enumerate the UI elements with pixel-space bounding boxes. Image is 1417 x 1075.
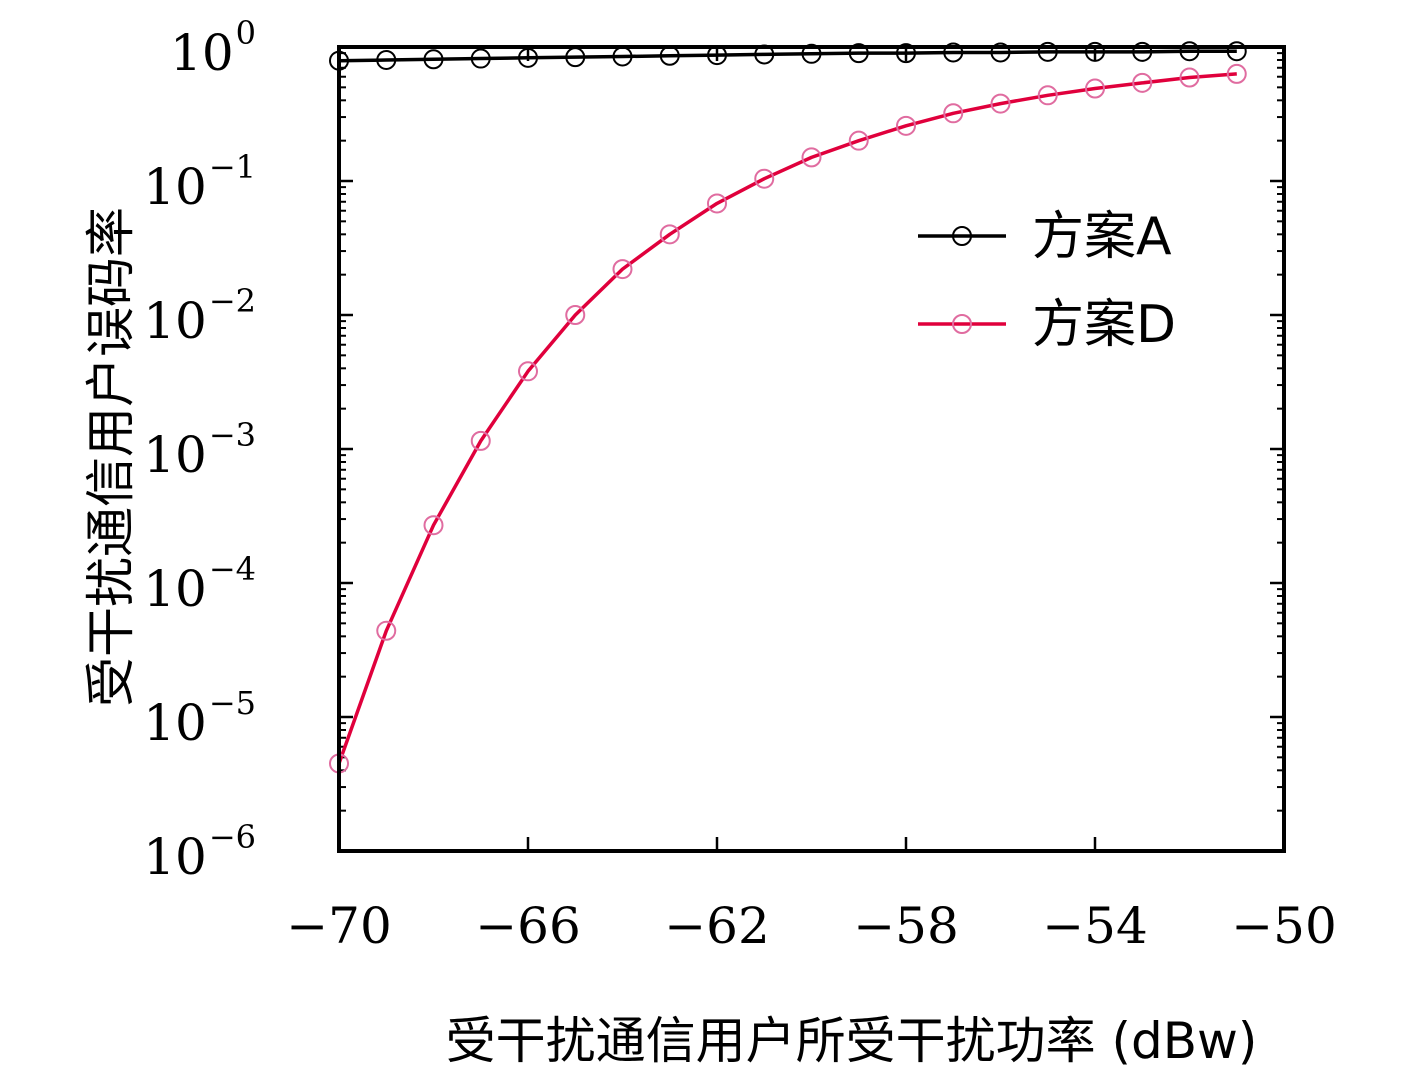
y-axis-label: 受干扰通信用户误码率 bbox=[82, 207, 140, 707]
x-tick-label: −70 bbox=[286, 897, 392, 955]
data-point bbox=[1226, 41, 1247, 62]
y-tick-label: 10−2 bbox=[143, 282, 256, 350]
data-point bbox=[376, 49, 397, 70]
data-point bbox=[612, 259, 633, 280]
y-tick-label: 100 bbox=[170, 14, 256, 82]
data-point bbox=[1085, 41, 1105, 62]
data-point bbox=[1037, 85, 1058, 106]
x-tick-label: −58 bbox=[853, 897, 959, 955]
series-line bbox=[338, 49, 1237, 63]
data-point bbox=[1179, 67, 1200, 88]
data-point bbox=[990, 42, 1011, 63]
plot-frame bbox=[337, 45, 1286, 853]
legend-item: 方案D bbox=[918, 295, 1176, 355]
y-tick-label: 10−5 bbox=[143, 684, 256, 752]
data-point bbox=[659, 224, 680, 245]
data-point bbox=[1037, 41, 1058, 62]
data-point bbox=[896, 115, 916, 136]
x-tick-label: −54 bbox=[1042, 897, 1148, 955]
legend-swatch-marker bbox=[952, 226, 972, 246]
data-point bbox=[423, 515, 444, 536]
data-point bbox=[943, 42, 964, 63]
data-point bbox=[376, 620, 397, 641]
y-tick-label: 10−3 bbox=[143, 416, 256, 484]
data-point bbox=[801, 43, 822, 64]
data-point bbox=[848, 130, 869, 151]
data-point bbox=[565, 305, 586, 325]
x-tick-label: −66 bbox=[475, 897, 581, 955]
y-tick-labels: 100 10−1 10−2 10−3 10−4 10−5 10−6 bbox=[143, 14, 256, 886]
data-point bbox=[801, 147, 822, 168]
legend-item: 方案A bbox=[918, 207, 1172, 267]
x-tick-labels: −70 −66 −62 −58 −54 −50 bbox=[286, 897, 1337, 955]
data-point bbox=[1085, 78, 1105, 99]
data-point bbox=[754, 168, 775, 189]
legend: 方案A 方案D bbox=[918, 207, 1176, 355]
legend-swatch-marker bbox=[952, 314, 972, 334]
data-point bbox=[707, 193, 727, 214]
x-tick-label: −50 bbox=[1231, 897, 1337, 955]
data-point bbox=[990, 93, 1011, 114]
y-tick-label: 10−6 bbox=[143, 818, 256, 886]
legend-label: 方案A bbox=[1032, 207, 1172, 267]
series-2 bbox=[329, 63, 1247, 774]
data-point bbox=[896, 43, 916, 64]
data-point bbox=[1132, 41, 1153, 62]
y-tick-label: 10−4 bbox=[143, 550, 256, 618]
series-line bbox=[337, 72, 1237, 765]
y-tick-label: 10−1 bbox=[143, 148, 256, 216]
x-tick-label: −62 bbox=[664, 897, 770, 955]
x-axis-label: 受干扰通信用户所受干扰功率 (dBw) bbox=[446, 1012, 1258, 1070]
data-point bbox=[518, 361, 538, 382]
data-point bbox=[943, 103, 964, 124]
series-1 bbox=[329, 41, 1247, 71]
data-point bbox=[1226, 63, 1247, 84]
data-point bbox=[1179, 41, 1200, 62]
data-point bbox=[848, 43, 869, 64]
data-point bbox=[470, 48, 491, 69]
data-point bbox=[470, 430, 491, 451]
series-group bbox=[329, 41, 1247, 774]
legend-label: 方案D bbox=[1032, 295, 1176, 355]
data-point bbox=[423, 49, 444, 70]
data-point bbox=[1132, 72, 1153, 93]
